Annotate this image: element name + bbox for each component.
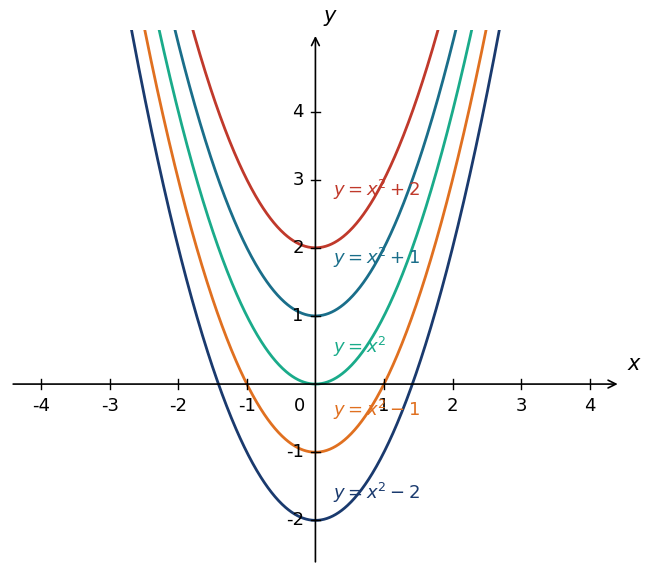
- Text: -4: -4: [32, 397, 50, 415]
- Text: 4: 4: [292, 102, 304, 121]
- Text: $y = x^2 + 2$: $y = x^2 + 2$: [333, 178, 420, 202]
- Text: $y = x^2$: $y = x^2$: [333, 335, 386, 359]
- Text: 3: 3: [292, 171, 304, 189]
- Text: 2: 2: [292, 239, 304, 257]
- Text: $y = x^2 - 1$: $y = x^2 - 1$: [333, 398, 420, 422]
- Text: -1: -1: [286, 443, 304, 461]
- Text: 1: 1: [379, 397, 390, 415]
- Text: x: x: [627, 354, 640, 374]
- Text: 4: 4: [584, 397, 596, 415]
- Text: -3: -3: [101, 397, 119, 415]
- Text: 2: 2: [447, 397, 458, 415]
- Text: -2: -2: [169, 397, 187, 415]
- Text: $y = x^2 + 1$: $y = x^2 + 1$: [333, 246, 420, 270]
- Text: $y = x^2 - 2$: $y = x^2 - 2$: [333, 481, 420, 505]
- Text: -1: -1: [238, 397, 256, 415]
- Text: 3: 3: [516, 397, 527, 415]
- Text: 1: 1: [293, 307, 304, 325]
- Text: y: y: [324, 6, 336, 26]
- Text: -2: -2: [286, 511, 304, 530]
- Text: 0: 0: [294, 397, 305, 415]
